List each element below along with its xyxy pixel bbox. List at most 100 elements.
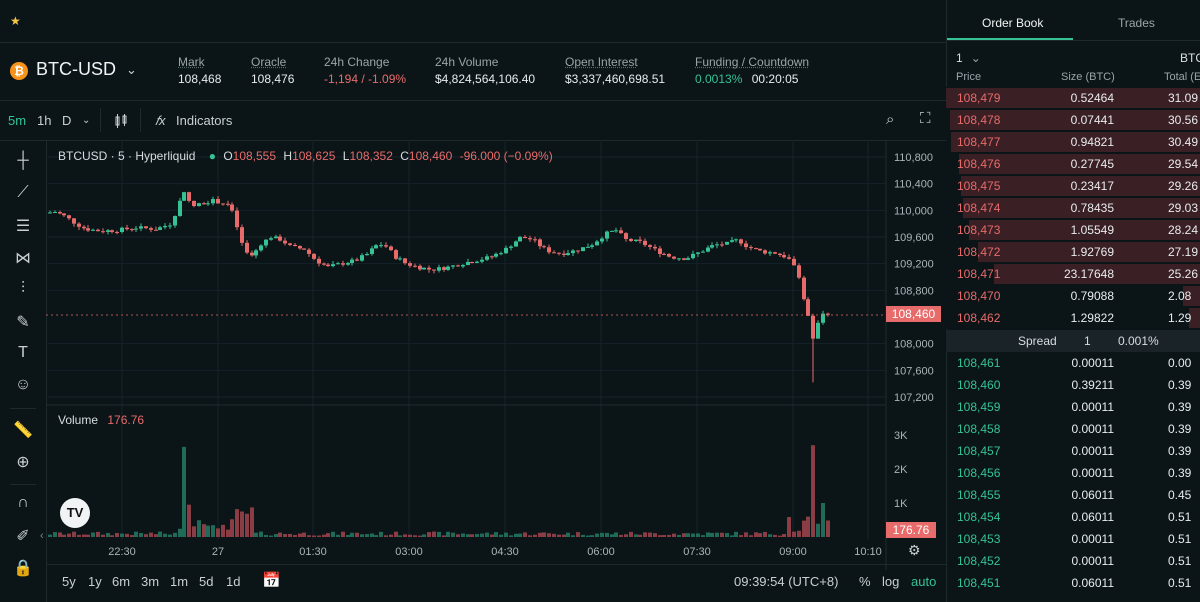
pattern-icon[interactable]: ⋈ [15,250,31,267]
emoji-icon[interactable]: ☺ [14,376,32,393]
ask-row[interactable]: 108,479 0.52464 31.09 [946,87,1200,109]
tab-order-book[interactable]: Order Book [982,16,1044,30]
range-1m[interactable]: 1m [170,574,189,589]
volume-bar [542,532,546,537]
zoom-in-icon[interactable]: ⊕ [16,454,30,471]
candle-body [514,241,518,247]
range-5d[interactable]: 5d [199,574,214,589]
tradingview-logo-icon[interactable]: TV [60,498,90,528]
favorite-star-icon[interactable]: ★ [10,14,21,28]
candle-body [298,246,302,249]
candles-icon[interactable] [113,113,129,132]
volume-bar [202,524,206,537]
log-toggle[interactable]: log [882,574,900,589]
indicators-button[interactable]: Indicators [176,113,233,128]
ask-row[interactable]: 108,478 0.07441 30.56 [946,109,1200,131]
lock-icon[interactable]: 🔒 [13,560,33,577]
ruler-icon[interactable]: 📏 [13,422,33,439]
bid-row[interactable]: 108,461 0.00011 0.00 [946,352,1200,374]
market-header [0,42,946,101]
tf-1h-button[interactable]: 1h [37,113,52,128]
volume-bar [206,525,210,537]
brush-icon[interactable]: ✎ [16,314,30,331]
ask-row[interactable]: 108,475 0.23417 29.26 [946,175,1200,197]
candle-body [91,229,95,231]
volume-tick: 3K [894,430,908,442]
row-size: 0.00011 [1071,422,1115,436]
calendar-icon[interactable]: 📅 [262,572,281,589]
ask-row[interactable]: 108,473 1.05549 28.24 [946,219,1200,241]
chevron-down-icon[interactable]: ⌄ [82,115,91,126]
bid-row[interactable]: 108,456 0.00011 0.39 [946,462,1200,484]
row-size: 0.07441 [1070,113,1114,127]
candle-body [792,258,796,266]
crosshair-icon[interactable]: ┼ [17,152,29,169]
volume-bar [398,535,402,537]
candle-body [706,247,710,252]
tab-trades[interactable]: Trades [1118,16,1155,30]
fib-icon[interactable]: ☰ [15,218,31,235]
lock-drawing-icon[interactable]: ✐ [16,528,30,545]
price-tick: 110,800 [894,152,933,164]
bid-row[interactable]: 108,458 0.00011 0.39 [946,418,1200,440]
range-5y[interactable]: 5y [62,574,76,589]
gear-icon[interactable]: ⚙ [908,542,921,558]
ask-row[interactable]: 108,474 0.78435 29.03 [946,197,1200,219]
range-1d[interactable]: 1d [226,574,241,589]
bid-row[interactable]: 108,460 0.39211 0.39 [946,374,1200,396]
collapse-arrow-icon[interactable]: ‹ [40,530,44,542]
fullscreen-icon[interactable]: ⛶ [920,110,931,127]
function-icon[interactable]: 𝑓x [155,113,166,128]
tf-d-button[interactable]: D [62,113,72,128]
zoom-icon[interactable]: ⌕ [886,111,895,128]
candle-body [101,231,105,233]
bid-row[interactable]: 108,452 0.00011 0.51 [946,550,1200,572]
clock-readout[interactable]: 09:39:54 (UTC+8) [734,574,839,589]
bid-row[interactable]: 108,455 0.06011 0.45 [946,484,1200,506]
candle-body [312,253,316,259]
bid-row[interactable]: 108,451 0.06011 0.51 [946,572,1200,594]
tf-5m-button[interactable]: 5m [8,113,27,128]
volume-bar [744,532,748,537]
volume-bar [778,535,782,537]
range-6m[interactable]: 6m [112,574,131,589]
ask-row[interactable]: 108,472 1.92769 27.19 [946,241,1200,263]
row-total: 0.51 [1168,554,1192,568]
projection-icon[interactable]: ⫶ [20,280,25,297]
volume-bar [552,533,556,537]
volume-bar [403,534,407,537]
range-3m[interactable]: 3m [141,574,160,589]
volume-tick: 2K [894,464,908,476]
text-icon[interactable]: T [18,344,28,361]
bid-row[interactable]: 108,457 0.00011 0.39 [946,440,1200,462]
asset-select[interactable]: BTC [1180,51,1200,65]
auto-toggle[interactable]: auto [911,574,937,589]
bid-row[interactable]: 108,459 0.00011 0.39 [946,396,1200,418]
price-chart[interactable]: 110,800 110,400 110,000 109,600 109,200 108,8… [46,140,946,602]
volume-bar [509,535,513,537]
ask-row[interactable]: 108,477 0.94821 30.49 [946,131,1200,153]
volume-bar [446,531,450,537]
pair-selector[interactable]: BTC-USD [36,59,116,79]
chevron-down-icon[interactable]: ⌄ [126,62,137,77]
row-size: 0.06011 [1071,488,1115,502]
volume-bar [754,532,758,537]
ask-row[interactable]: 108,476 0.27745 29.54 [946,153,1200,175]
trendline-icon[interactable]: ⟋ [17,184,29,201]
candle-body [662,253,666,255]
ask-row[interactable]: 108,462 1.29822 1.29 [946,307,1200,329]
magnet-icon[interactable]: ∩ [17,494,29,511]
bid-row[interactable]: 108,453 0.00011 0.51 [946,528,1200,550]
ask-row[interactable]: 108,471 23.17648 25.26 [946,263,1200,285]
ask-row[interactable]: 108,470 0.79088 2.08 [946,285,1200,307]
volume-bar [504,532,508,537]
volume-bar [312,535,316,537]
row-price: 108,456 [957,466,1001,480]
range-1y[interactable]: 1y [88,574,102,589]
tick-size-select[interactable]: 1 ⌄ [956,51,981,65]
stat-label: Oracle [251,55,287,69]
percent-toggle[interactable]: % [859,574,871,589]
volume-bar [331,531,335,537]
bid-row[interactable]: 108,454 0.06011 0.51 [946,506,1200,528]
candle-body [749,247,753,249]
